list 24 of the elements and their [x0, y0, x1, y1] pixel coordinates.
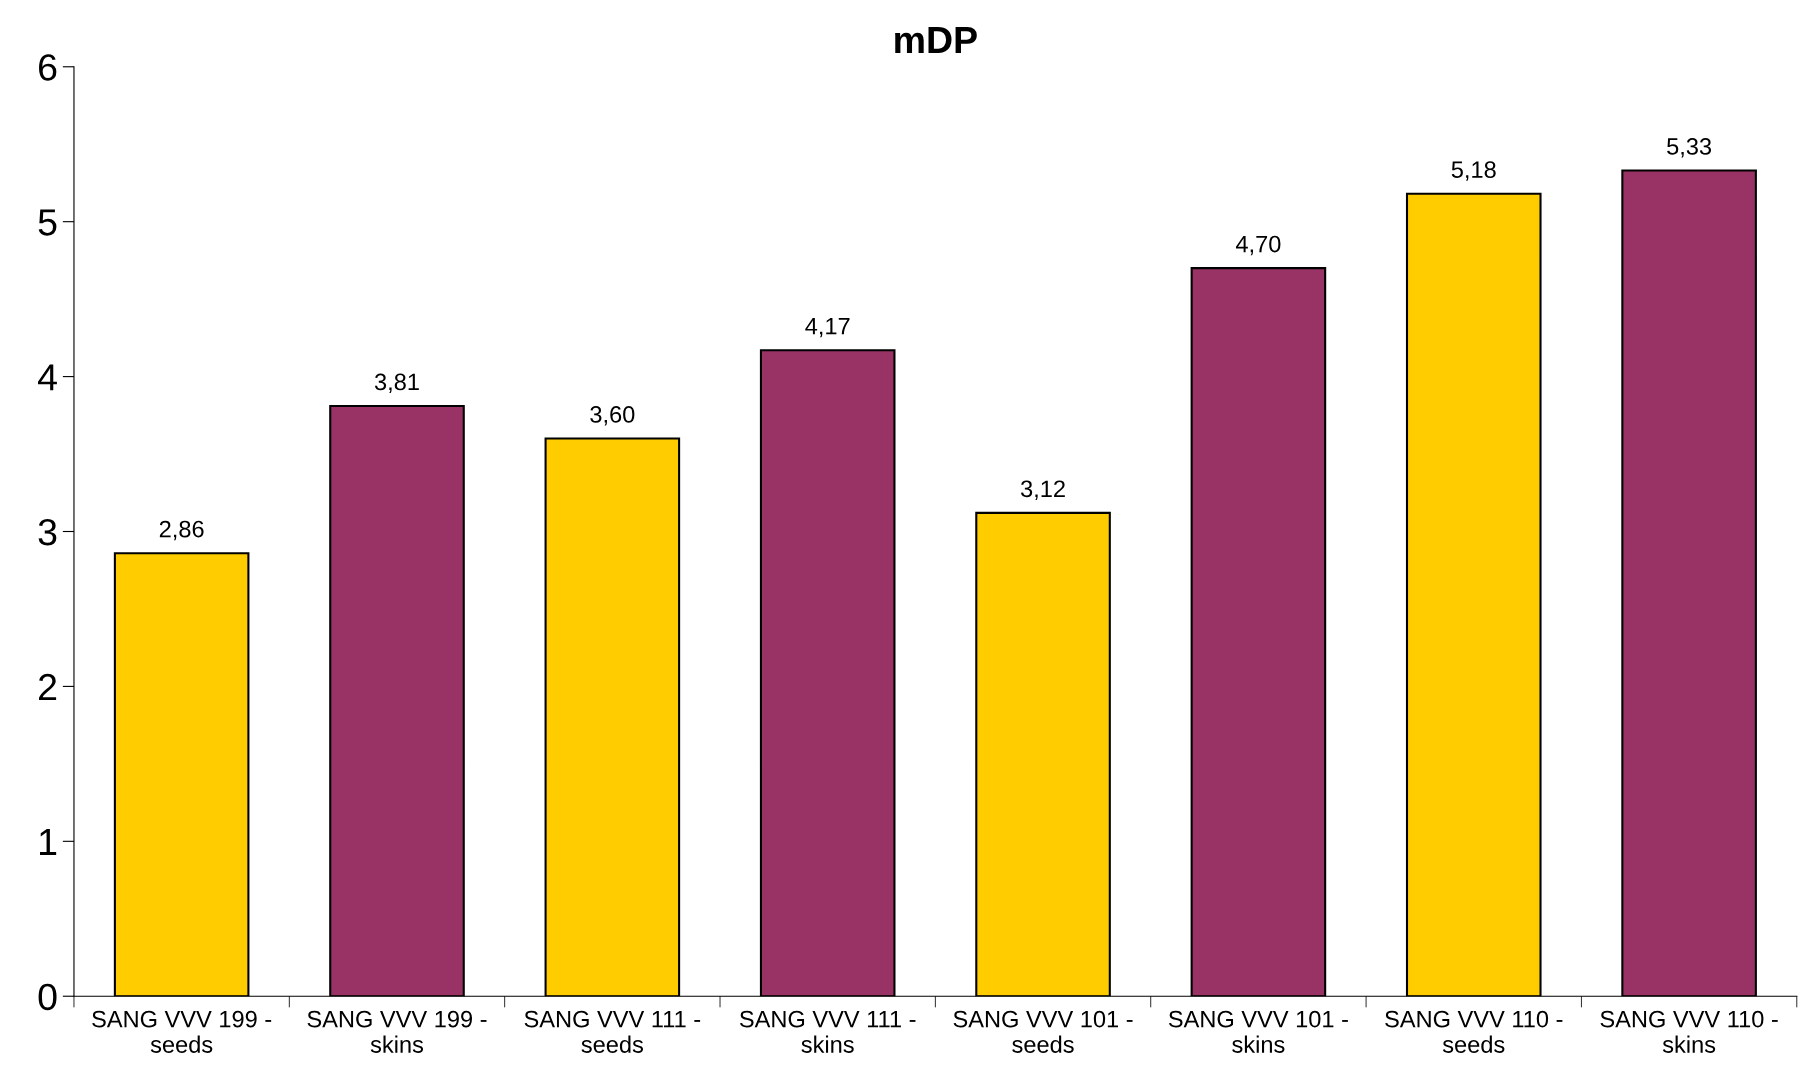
x-tick-label: SANG VVV 199 - seeds: [92, 1010, 272, 1053]
y-tick-label: 2: [39, 673, 57, 700]
data-label: 5,18: [1451, 161, 1496, 181]
x-tick-label: SANG VVV 111 - skins: [739, 1010, 916, 1053]
x-tick-label: SANG VVV 110 - skins: [1600, 1010, 1778, 1053]
y-tick-label: 4: [38, 364, 57, 391]
chart-title: mDP: [895, 27, 977, 53]
y-tick-label: 5: [38, 209, 57, 236]
data-label: 3,12: [1020, 480, 1065, 500]
y-tick-label: 3: [38, 518, 57, 546]
x-tick-label: SANG VVV 111 - seeds: [524, 1010, 701, 1053]
data-label: 3,60: [590, 406, 635, 426]
y-tick-label: 1: [40, 829, 57, 855]
data-label: 4,70: [1235, 235, 1281, 256]
data-label: 4,17: [805, 318, 850, 338]
x-tick-label: SANG VVV 199 - skins: [307, 1010, 487, 1053]
data-label: 2,86: [159, 520, 204, 541]
data-label: 5,33: [1667, 138, 1712, 158]
x-tick-label: SANG VVV 101 - skins: [1168, 1010, 1348, 1053]
y-tick-label: 6: [39, 54, 57, 81]
y-tick-label: 0: [38, 983, 57, 1011]
data-label: 3,81: [374, 373, 419, 394]
x-tick-label: SANG VVV 110 - seeds: [1385, 1010, 1563, 1053]
x-tick-label: SANG VVV 101 - seeds: [953, 1010, 1133, 1053]
